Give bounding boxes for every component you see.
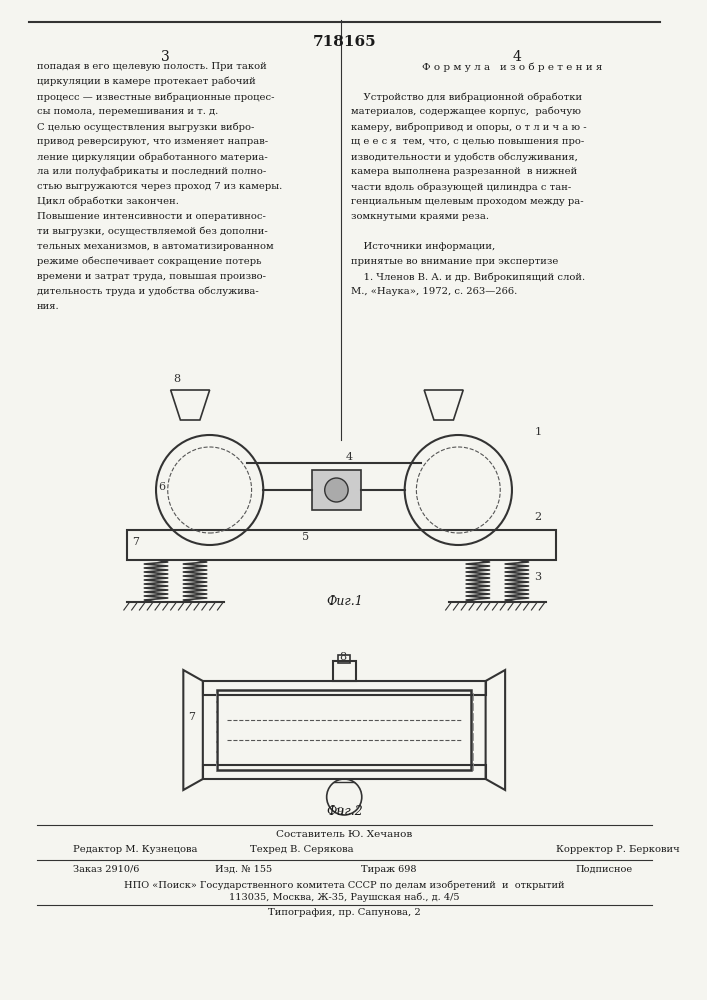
Text: камера выполнена разрезанной  в нижней: камера выполнена разрезанной в нижней: [351, 167, 578, 176]
Text: ния.: ния.: [37, 302, 59, 311]
Text: Изд. № 155: Изд. № 155: [214, 865, 271, 874]
Text: 7: 7: [188, 712, 195, 722]
Text: 3: 3: [161, 50, 170, 64]
Text: принятые во внимание при экспертизе: принятые во внимание при экспертизе: [351, 257, 559, 266]
Text: циркуляции в камере протекает рабочий: циркуляции в камере протекает рабочий: [37, 77, 256, 87]
Text: Заказ 2910/6: Заказ 2910/6: [73, 865, 139, 874]
Circle shape: [325, 478, 348, 502]
Text: НПО «Поиск» Государственного комитета СССР по делам изобретений  и  открытий: НПО «Поиск» Государственного комитета СС…: [124, 880, 564, 890]
Text: 8: 8: [174, 374, 181, 384]
Text: 5: 5: [303, 532, 310, 542]
Text: генциальным щелевым проходом между ра-: генциальным щелевым проходом между ра-: [351, 197, 584, 206]
Text: Типография, пр. Сапунова, 2: Типография, пр. Сапунова, 2: [268, 908, 421, 917]
Text: 1. Членов В. А. и др. Виброкипящий слой.: 1. Членов В. А. и др. Виброкипящий слой.: [351, 272, 585, 282]
Text: 4: 4: [513, 50, 521, 64]
Text: Устройство для вибрационной обработки: Устройство для вибрационной обработки: [351, 92, 582, 102]
Bar: [203, 681, 486, 695]
Text: Фиг.2: Фиг.2: [326, 805, 363, 818]
Text: стью выгружаются через проход 7 из камеры.: стью выгружаются через проход 7 из камер…: [37, 182, 282, 191]
Text: привод реверсируют, что изменяет направ-: привод реверсируют, что изменяет направ-: [37, 137, 268, 146]
Text: сы помола, перемешивания и т. д.: сы помола, перемешивания и т. д.: [37, 107, 218, 116]
Text: изводительности и удобств обслуживания,: изводительности и удобств обслуживания,: [351, 152, 578, 161]
Bar: [218, 690, 471, 770]
Text: Техред В. Серякова: Техред В. Серякова: [250, 845, 354, 854]
Text: Фиг.1: Фиг.1: [326, 595, 363, 608]
Text: Источники информации,: Источники информации,: [351, 242, 496, 251]
Text: режиме обеспечивает сокращение потерь: режиме обеспечивает сокращение потерь: [37, 257, 262, 266]
Bar: [332, 661, 356, 681]
Text: Тираж 698: Тираж 698: [361, 865, 416, 874]
Text: Составитель Ю. Хечанов: Составитель Ю. Хечанов: [276, 830, 412, 839]
Text: времени и затрат труда, повышая произво-: времени и затрат труда, повышая произво-: [37, 272, 266, 281]
Text: попадая в его щелевую полость. При такой: попадая в его щелевую полость. При такой: [37, 62, 267, 71]
Text: материалов, содержащее корпус,  рабочую: материалов, содержащее корпус, рабочую: [351, 107, 581, 116]
Text: 9: 9: [337, 807, 344, 817]
Text: 7: 7: [132, 537, 139, 547]
Text: Ф о р м у л а   и з о б р е т е н и я: Ф о р м у л а и з о б р е т е н и я: [422, 62, 602, 72]
Bar: [339, 655, 350, 663]
Text: части вдоль образующей цилиндра с тан-: части вдоль образующей цилиндра с тан-: [351, 182, 571, 192]
Text: 2: 2: [534, 512, 542, 522]
Text: Повышение интенсивности и оперативнос-: Повышение интенсивности и оперативнос-: [37, 212, 266, 221]
Text: 1: 1: [534, 427, 542, 437]
Text: Корректор Р. Беркович: Корректор Р. Беркович: [556, 845, 679, 854]
Text: С целью осуществления выгрузки вибро-: С целью осуществления выгрузки вибро-: [37, 122, 255, 131]
Text: Цикл обработки закончен.: Цикл обработки закончен.: [37, 197, 179, 207]
Text: 4: 4: [346, 452, 354, 462]
Text: ла или полуфабрикаты и последний полно-: ла или полуфабрикаты и последний полно-: [37, 167, 267, 176]
Text: ти выгрузки, осуществляемой без дополни-: ти выгрузки, осуществляемой без дополни-: [37, 227, 268, 236]
Text: 8: 8: [339, 652, 346, 662]
Text: 113035, Москва, Ж-35, Раушская наб., д. 4/5: 113035, Москва, Ж-35, Раушская наб., д. …: [229, 893, 460, 902]
Text: щ е е с я  тем, что, с целью повышения про-: щ е е с я тем, что, с целью повышения пр…: [351, 137, 584, 146]
Text: 3: 3: [534, 572, 542, 582]
Text: 6: 6: [158, 482, 165, 492]
Text: зомкнутыми краями реза.: зомкнутыми краями реза.: [351, 212, 489, 221]
Text: дительность труда и удобства обслужива-: дительность труда и удобства обслужива-: [37, 287, 259, 296]
Text: тельных механизмов, в автоматизированном: тельных механизмов, в автоматизированном: [37, 242, 274, 251]
Text: процесс — известные вибрационные процес-: процесс — известные вибрационные процес-: [37, 92, 274, 102]
Bar: [312, 470, 361, 510]
Bar: [127, 530, 556, 560]
Text: камеру, вибропривод и опоры, о т л и ч а ю -: камеру, вибропривод и опоры, о т л и ч а…: [351, 122, 587, 131]
Text: Редактор М. Кузнецова: Редактор М. Кузнецова: [73, 845, 198, 854]
Text: 718165: 718165: [312, 35, 376, 49]
Text: Подписное: Подписное: [575, 865, 633, 874]
Text: ление циркуляции обработанного материа-: ление циркуляции обработанного материа-: [37, 152, 268, 161]
Text: М., «Наука», 1972, с. 263—266.: М., «Наука», 1972, с. 263—266.: [351, 287, 518, 296]
Bar: [203, 765, 486, 779]
